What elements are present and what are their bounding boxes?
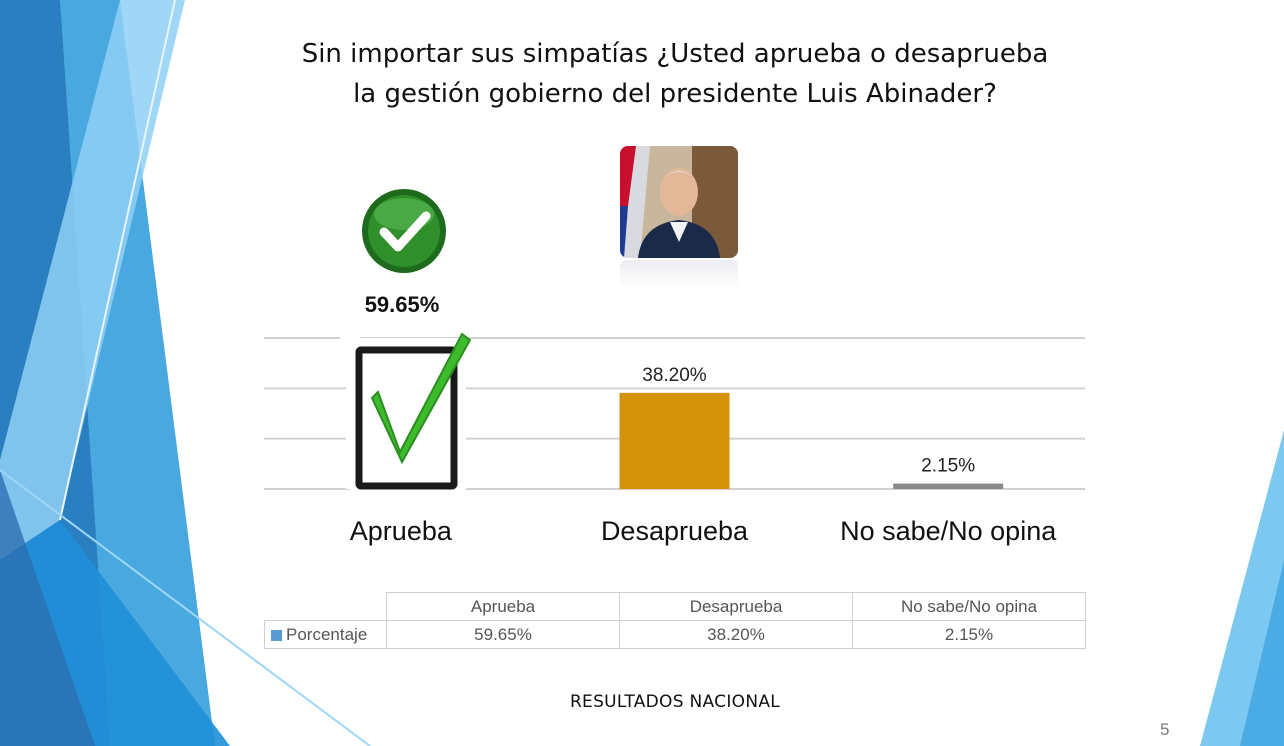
category-label-desaprueba: Desaprueba: [601, 516, 749, 546]
data-table-header-desaprueba: Desaprueba: [619, 592, 853, 621]
data-table-value-aprueba: 59.65%: [386, 620, 620, 649]
data-table-header-aprueba: Aprueba: [386, 592, 620, 621]
check-circle-icon: [362, 189, 446, 273]
president-photo: [620, 146, 738, 258]
slide-title: Sin importar sus simpatías ¿Usted aprueb…: [250, 34, 1100, 114]
data-table-row: Porcentaje 59.65% 38.20% 2.15%: [264, 620, 1086, 649]
page-number: 5: [1160, 720, 1170, 739]
approve-highlight-value: 59.65%: [365, 292, 440, 317]
data-table-row-label: Porcentaje: [264, 620, 387, 649]
bar-value-label-no-sabe: 2.15%: [921, 456, 975, 477]
category-label-aprueba: Aprueba: [350, 516, 453, 546]
data-table-header-no-sabe: No sabe/No opina: [852, 592, 1086, 621]
clipboard-check-icon: [340, 330, 472, 490]
data-table-corner: [264, 592, 387, 621]
bar-desaprueba: [619, 392, 730, 489]
data-table-header-row: Aprueba Desaprueba No sabe/No opina: [264, 592, 1086, 621]
legend-key: [271, 629, 282, 641]
bar-value-label-desaprueba: 38.20%: [642, 365, 707, 386]
bar-no-sabe: [893, 483, 1004, 489]
category-label-no-sabe: No sabe/No opina: [840, 516, 1057, 546]
data-table-value-no-sabe: 2.15%: [852, 620, 1086, 649]
data-table-value-desaprueba: 38.20%: [619, 620, 853, 649]
data-table: Aprueba Desaprueba No sabe/No opina Porc…: [264, 592, 1086, 649]
footer-label: RESULTADOS NACIONAL: [569, 692, 781, 712]
title-line-1: Sin importar sus simpatías ¿Usted aprueb…: [301, 39, 1049, 69]
photo-reflection: [620, 260, 738, 288]
title-line-2: la gestión gobierno del presidente Luis …: [353, 79, 997, 109]
data-table-row-label-text: Porcentaje: [286, 624, 368, 644]
